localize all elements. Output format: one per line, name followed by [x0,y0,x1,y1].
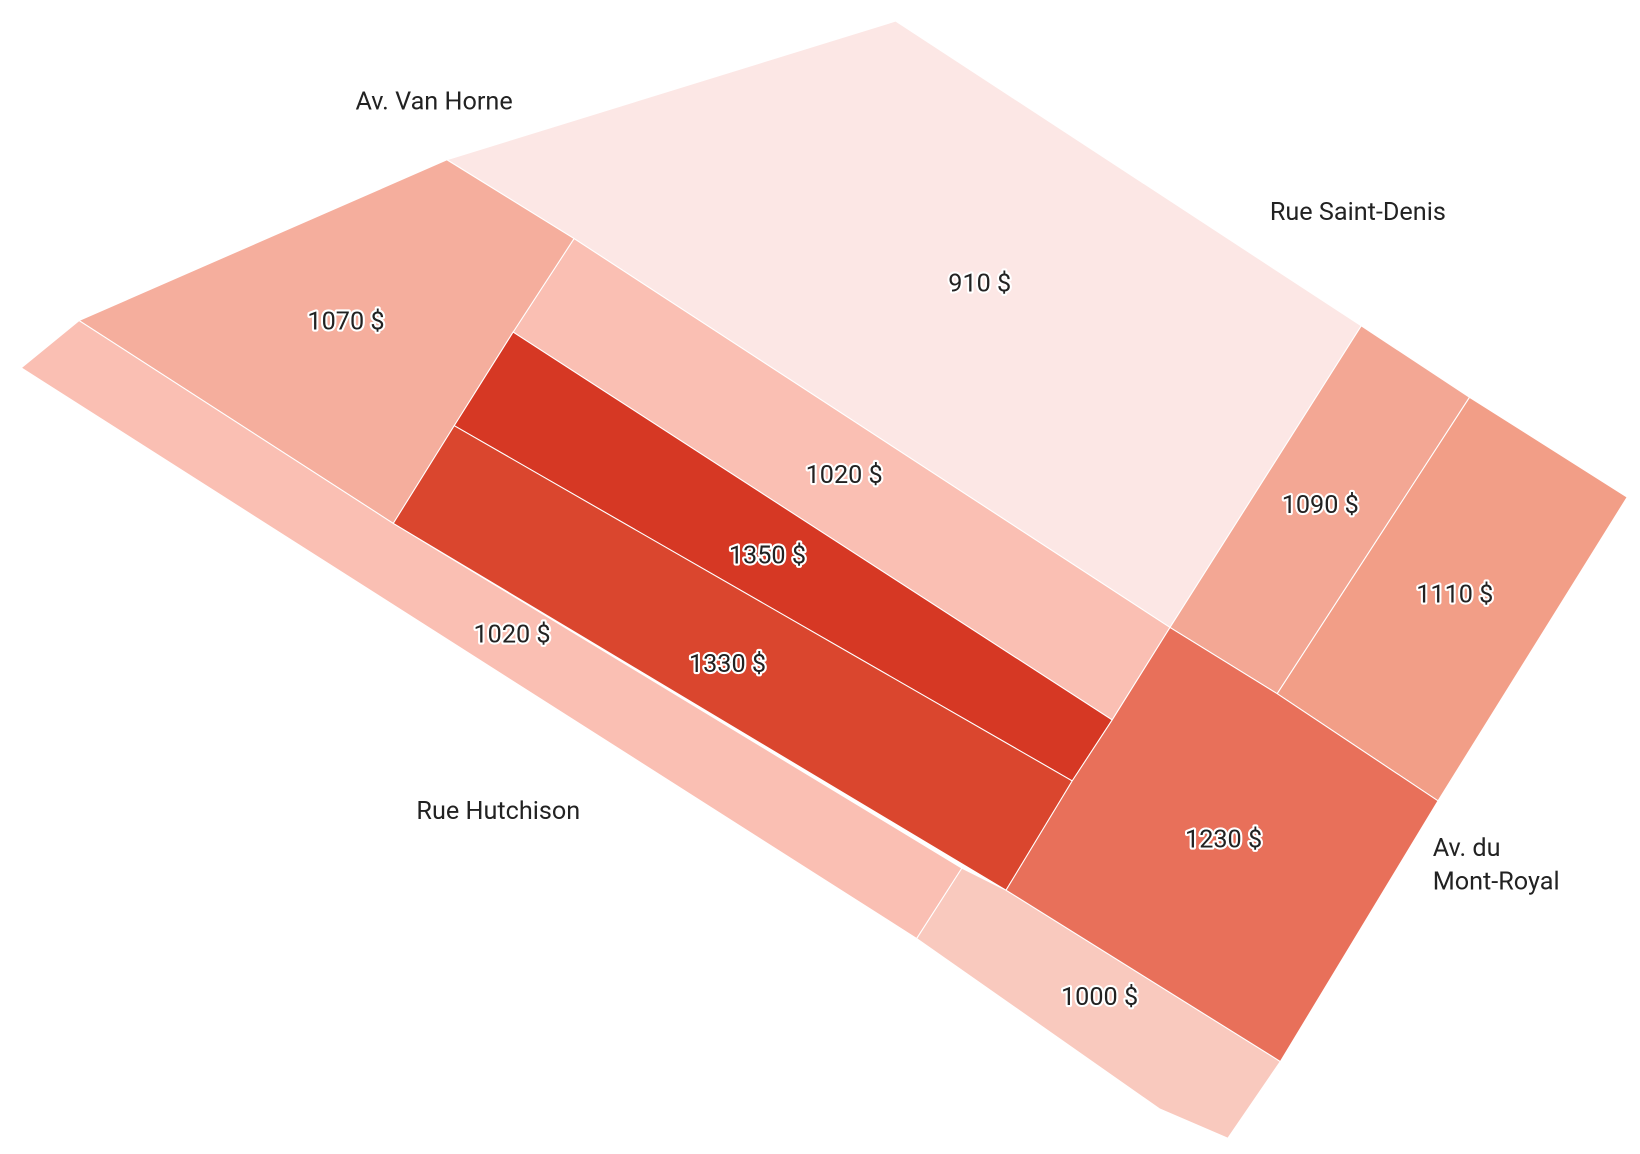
street-label: Mont-Royal [1433,867,1560,896]
region [1005,626,1439,1063]
region-value: 1000 $ [1061,983,1138,1012]
region-value: 1090 $ [1282,491,1359,520]
region-value: 1350 $ [729,542,806,571]
region-value: 1330 $ [689,650,766,679]
region [20,319,963,940]
region-value: 1110 $ [1416,581,1493,610]
region-value: 1020 $ [473,621,550,650]
street-label: Rue Saint-Denis [1270,198,1446,227]
region-value: 910 $ [948,269,1011,298]
street-label: Av. du [1433,834,1501,863]
region-value: 1020 $ [806,461,883,490]
region-value: 1070 $ [307,307,384,336]
region-value: 1230 $ [1185,825,1262,854]
street-label: Rue Hutchison [416,797,580,826]
street-label: Av. Van Horne [355,88,512,117]
regions [20,20,1628,1139]
labels: Av. Van Horne Rue Saint-Denis Rue Hutchi… [305,88,1560,1015]
